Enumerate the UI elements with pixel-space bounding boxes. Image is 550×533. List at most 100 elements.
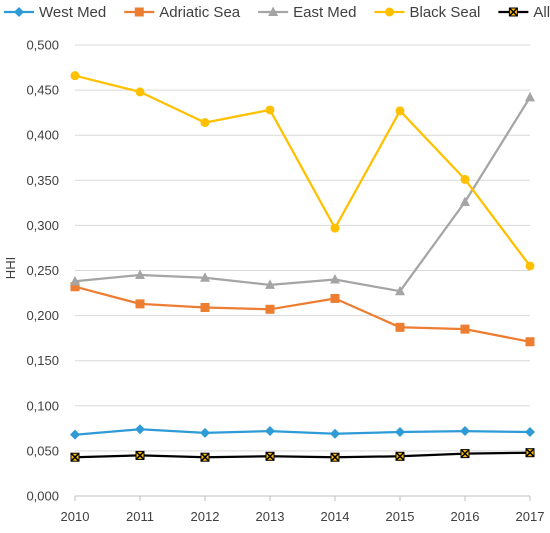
- x-tick-label: 2014: [321, 509, 350, 524]
- y-tick-label: 0,000: [26, 489, 59, 504]
- series-adriatic-sea: [70, 282, 535, 347]
- legend-label: Adriatic Sea: [159, 4, 241, 21]
- y-tick-label: 0,100: [26, 398, 59, 413]
- legend-item-all: All: [498, 4, 550, 21]
- x-tick-label: 2013: [256, 509, 285, 524]
- data-point: [135, 424, 145, 435]
- series-lines: [70, 71, 535, 462]
- data-point: [70, 282, 80, 292]
- legend-item-black-seal: Black Seal: [374, 4, 481, 21]
- data-point: [265, 304, 275, 314]
- legend-item-adriatic-sea: Adriatic Sea: [124, 4, 241, 21]
- marker-cross: [200, 452, 210, 462]
- data-point: [395, 451, 405, 461]
- series-all: [70, 448, 535, 462]
- marker-cross: [460, 449, 470, 459]
- y-tick-label: 0,250: [26, 263, 59, 278]
- y-tick-label: 0,150: [26, 353, 59, 368]
- axes: 0,000 0,050 0,100 0,150 0,200 0,250 0,300 0,350…: [26, 38, 544, 525]
- data-point: [265, 451, 275, 461]
- series-line: [74, 285, 531, 343]
- x-tick-label: 2012: [191, 509, 220, 524]
- marker-cross: [135, 450, 145, 460]
- legend-swatch-marker: [268, 6, 279, 16]
- data-point: [265, 105, 275, 115]
- data-point: [330, 452, 340, 462]
- data-point: [200, 427, 210, 438]
- data-point: [135, 299, 145, 309]
- gridlines: [75, 44, 530, 452]
- data-point: [460, 324, 470, 334]
- marker-cross: [395, 451, 405, 461]
- legend: West Med Adriatic Sea East Med Black Seal Al…: [4, 4, 550, 21]
- data-point: [330, 293, 340, 303]
- marker-cross: [508, 7, 518, 17]
- marker-cross: [265, 451, 275, 461]
- y-tick-label: 0,400: [26, 128, 59, 143]
- data-point: [135, 269, 145, 280]
- data-point: [330, 428, 340, 439]
- data-point: [525, 337, 535, 347]
- data-point: [460, 426, 470, 437]
- y-tick-label: 0,450: [26, 83, 59, 98]
- legend-swatch-marker: [508, 7, 518, 17]
- data-point: [525, 91, 535, 102]
- data-point: [395, 322, 405, 332]
- legend-swatch-marker: [385, 7, 394, 17]
- series-line: [74, 74, 531, 267]
- series-line: [74, 428, 531, 436]
- data-point: [200, 452, 210, 462]
- y-axis-title: HHI: [3, 257, 18, 279]
- series-west-med: [70, 424, 535, 440]
- marker-cross: [70, 452, 80, 462]
- legend-label: West Med: [39, 4, 106, 21]
- legend-label: East Med: [293, 4, 356, 21]
- legend-swatch-marker: [14, 7, 24, 17]
- data-point: [460, 196, 470, 206]
- series-east-med: [70, 91, 535, 296]
- data-point: [395, 106, 405, 116]
- data-point: [265, 426, 275, 437]
- y-tick-label: 0,300: [26, 218, 59, 233]
- data-point: [200, 302, 210, 312]
- x-tick-label: 2016: [451, 509, 480, 524]
- data-point: [200, 272, 210, 282]
- legend-item-west-med: West Med: [4, 4, 106, 21]
- y-tick-label: 0,050: [26, 443, 59, 458]
- series-line: [74, 96, 531, 293]
- data-point: [525, 261, 535, 271]
- marker-cross: [525, 448, 535, 458]
- data-point: [200, 118, 210, 128]
- data-point: [330, 274, 340, 284]
- data-point: [135, 450, 145, 460]
- y-tick-label: 0,200: [26, 308, 59, 323]
- data-point: [70, 452, 80, 462]
- data-point: [330, 223, 340, 233]
- data-point: [135, 87, 145, 97]
- y-tick-label: 0,350: [26, 173, 59, 188]
- x-tick-label: 2011: [126, 509, 154, 524]
- data-point: [525, 426, 535, 437]
- legend-label: Black Seal: [410, 4, 481, 21]
- data-point: [70, 71, 80, 81]
- legend-item-east-med: East Med: [258, 4, 357, 21]
- marker-cross: [330, 452, 340, 462]
- series-black-seal: [70, 71, 535, 271]
- y-tick-label: 0,500: [26, 38, 59, 53]
- data-point: [395, 426, 405, 437]
- data-point: [265, 279, 275, 289]
- x-tick-label: 2015: [386, 509, 415, 524]
- data-point: [460, 174, 470, 184]
- series-line: [74, 451, 531, 459]
- legend-swatch-marker: [134, 7, 144, 17]
- data-point: [395, 285, 405, 296]
- data-point: [70, 275, 80, 286]
- x-tick-label: 2010: [61, 509, 90, 524]
- data-point: [525, 448, 535, 458]
- data-point: [70, 429, 80, 440]
- data-point: [460, 449, 470, 459]
- legend-label: All: [533, 4, 550, 21]
- x-tick-label: 2017: [516, 509, 545, 524]
